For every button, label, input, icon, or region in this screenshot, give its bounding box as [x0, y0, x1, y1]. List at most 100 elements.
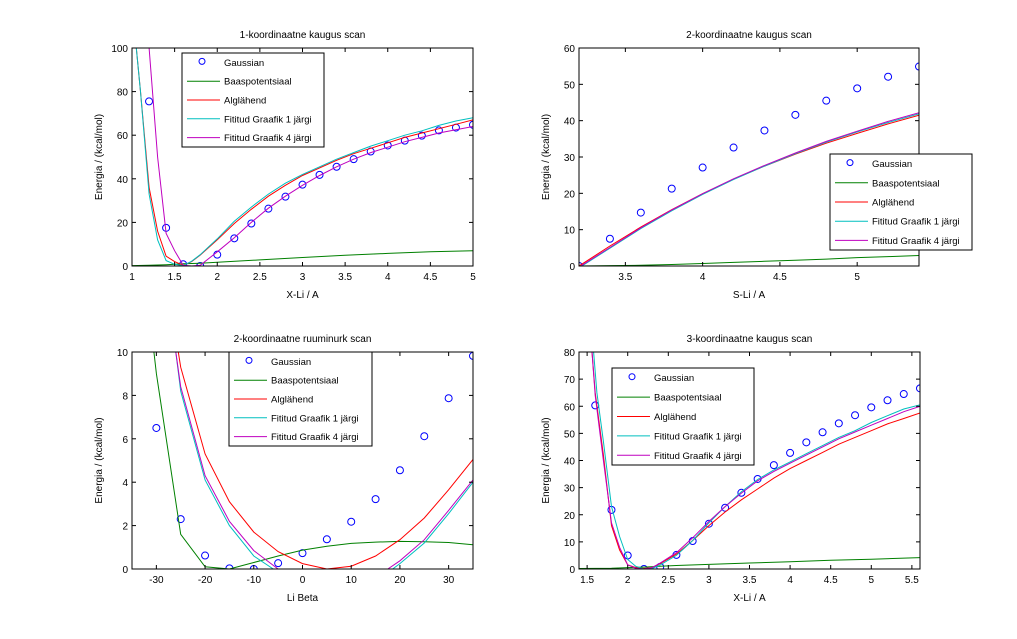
- y-tick-label: 40: [564, 457, 576, 468]
- y-tick-label: 30: [564, 484, 576, 495]
- data-point-gaussian: [760, 126, 769, 135]
- legend-label: Baaspotentsiaal: [271, 376, 339, 387]
- series-line-baaspotentsiaal: [579, 255, 919, 266]
- series-line-algl-hend: [591, 352, 920, 569]
- x-tick-label: 4: [700, 272, 706, 283]
- legend-marker-gaussian: [198, 57, 206, 65]
- data-point-gaussian: [298, 180, 307, 189]
- y-tick-label: 60: [117, 131, 129, 142]
- data-point-gaussian: [332, 162, 341, 171]
- data-point-gaussian: [247, 219, 256, 228]
- y-tick-label: 20: [117, 218, 129, 229]
- y-tick-label: 20: [564, 511, 576, 522]
- series-line-baaspotentsiaal: [132, 250, 473, 266]
- series-group: [579, 62, 919, 266]
- data-point-gaussian: [704, 519, 713, 528]
- legend-label: Alglähend: [271, 395, 313, 406]
- data-point-gaussian: [851, 411, 860, 420]
- data-point-gaussian: [605, 234, 614, 243]
- data-point-gaussian: [176, 515, 185, 524]
- series-group: [132, 48, 473, 266]
- data-point-gaussian: [834, 419, 843, 428]
- data-point-gaussian: [469, 120, 473, 129]
- data-point-gaussian: [434, 126, 443, 135]
- x-tick-label: 0: [300, 575, 306, 586]
- x-tick-label: 4.5: [824, 575, 838, 586]
- data-point-gaussian: [883, 396, 892, 405]
- y-tick-label: 60: [564, 402, 576, 413]
- series-line-fititud-graafik-4-j-rgi: [591, 352, 920, 569]
- data-point-gaussian: [347, 517, 356, 526]
- legend: Gaussian Baaspotentsiaal Alglähend Fititud …: [829, 153, 973, 251]
- x-tick-label: 3: [706, 575, 712, 586]
- data-point-gaussian: [201, 551, 210, 560]
- y-tick-label: 40: [564, 117, 576, 128]
- series-line-fititud-graafik-1-j-rgi: [580, 113, 919, 266]
- x-tick-label: 30: [443, 575, 455, 586]
- y-tick-label: 4: [122, 478, 128, 489]
- x-tick-label: 3.5: [618, 272, 632, 283]
- legend-label: Gaussian: [654, 373, 694, 384]
- legend-label: Baaspotentsiaal: [872, 178, 940, 189]
- legend: Gaussian Baaspotentsiaal Alglähend Fititud …: [181, 52, 325, 148]
- x-axis-label: X-Li / A: [733, 593, 766, 604]
- legend-label: Alglähend: [872, 198, 914, 209]
- legend: Gaussian Baaspotentsiaal Alglähend Fititud …: [228, 351, 373, 447]
- x-tick-label: 4: [385, 272, 391, 283]
- data-point-gaussian: [786, 448, 795, 457]
- x-tick-label: 2: [625, 575, 631, 586]
- x-tick-label: 2: [214, 272, 220, 283]
- legend-label: Fititud Graafik 1 järgi: [271, 413, 359, 424]
- data-point-gaussian: [420, 432, 429, 441]
- data-point-gaussian: [196, 262, 205, 266]
- y-tick-label: 0: [122, 565, 128, 576]
- legend-label: Fititud Graafik 4 järgi: [872, 236, 960, 247]
- data-point-gaussian: [383, 141, 392, 150]
- legend-label: Baaspotentsiaal: [654, 393, 722, 404]
- data-point-gaussian: [417, 131, 426, 140]
- data-point-gaussian: [281, 192, 290, 201]
- y-tick-label: 20: [564, 189, 576, 200]
- legend-label: Alglähend: [654, 412, 696, 423]
- data-point-gaussian: [315, 170, 324, 179]
- legend-label: Baaspotentsiaal: [224, 77, 292, 88]
- x-tick-label: 4.5: [423, 272, 437, 283]
- x-axis-label: Li Beta: [287, 593, 319, 604]
- y-tick-label: 80: [564, 348, 576, 359]
- x-tick-label: 2.5: [661, 575, 675, 586]
- y-tick-label: 50: [564, 429, 576, 440]
- series-line-fititud-graafik-4-j-rgi: [148, 48, 473, 266]
- data-point-gaussian: [371, 495, 380, 504]
- data-point-gaussian: [322, 535, 331, 544]
- data-point-gaussian: [769, 461, 778, 470]
- legend-label: Alglähend: [224, 96, 266, 107]
- y-tick-label: 40: [117, 175, 129, 186]
- subplot-3: 2-koordinaatne ruuminurk scan Li Beta Ener…: [94, 334, 474, 604]
- data-point-gaussian: [636, 208, 645, 217]
- data-point-gaussian: [915, 62, 919, 71]
- y-tick-label: 100: [111, 44, 128, 55]
- data-point-gaussian: [853, 84, 862, 93]
- data-point-gaussian: [152, 423, 161, 432]
- legend-marker-gaussian: [245, 356, 253, 364]
- y-axis-label: Energia / (kcal/mol): [541, 417, 552, 503]
- series-line-fititud-graafik-4-j-rgi: [175, 352, 473, 569]
- x-tick-label: -20: [198, 575, 213, 586]
- x-tick-label: 4: [787, 575, 793, 586]
- data-point-gaussian: [822, 96, 831, 105]
- y-tick-label: 8: [122, 391, 128, 402]
- legend-label: Gaussian: [271, 357, 311, 368]
- x-tick-label: 1: [129, 272, 135, 283]
- series-line-fititud-graafik-1-j-rgi: [175, 352, 473, 569]
- x-tick-label: 1.5: [580, 575, 594, 586]
- chart-title: 1-koordinaatne kaugus scan: [240, 30, 366, 41]
- data-point-gaussian: [818, 428, 827, 437]
- y-tick-label: 0: [569, 565, 575, 576]
- subplot-2: 2-koordinaatne kaugus scan S-Li / A Energi…: [541, 30, 973, 301]
- data-point-gaussian: [867, 403, 876, 412]
- y-tick-label: 0: [122, 262, 128, 273]
- y-tick-label: 70: [564, 375, 576, 386]
- legend-label: Fititud Graafik 1 järgi: [654, 431, 742, 442]
- x-axis-label: S-Li / A: [733, 290, 766, 301]
